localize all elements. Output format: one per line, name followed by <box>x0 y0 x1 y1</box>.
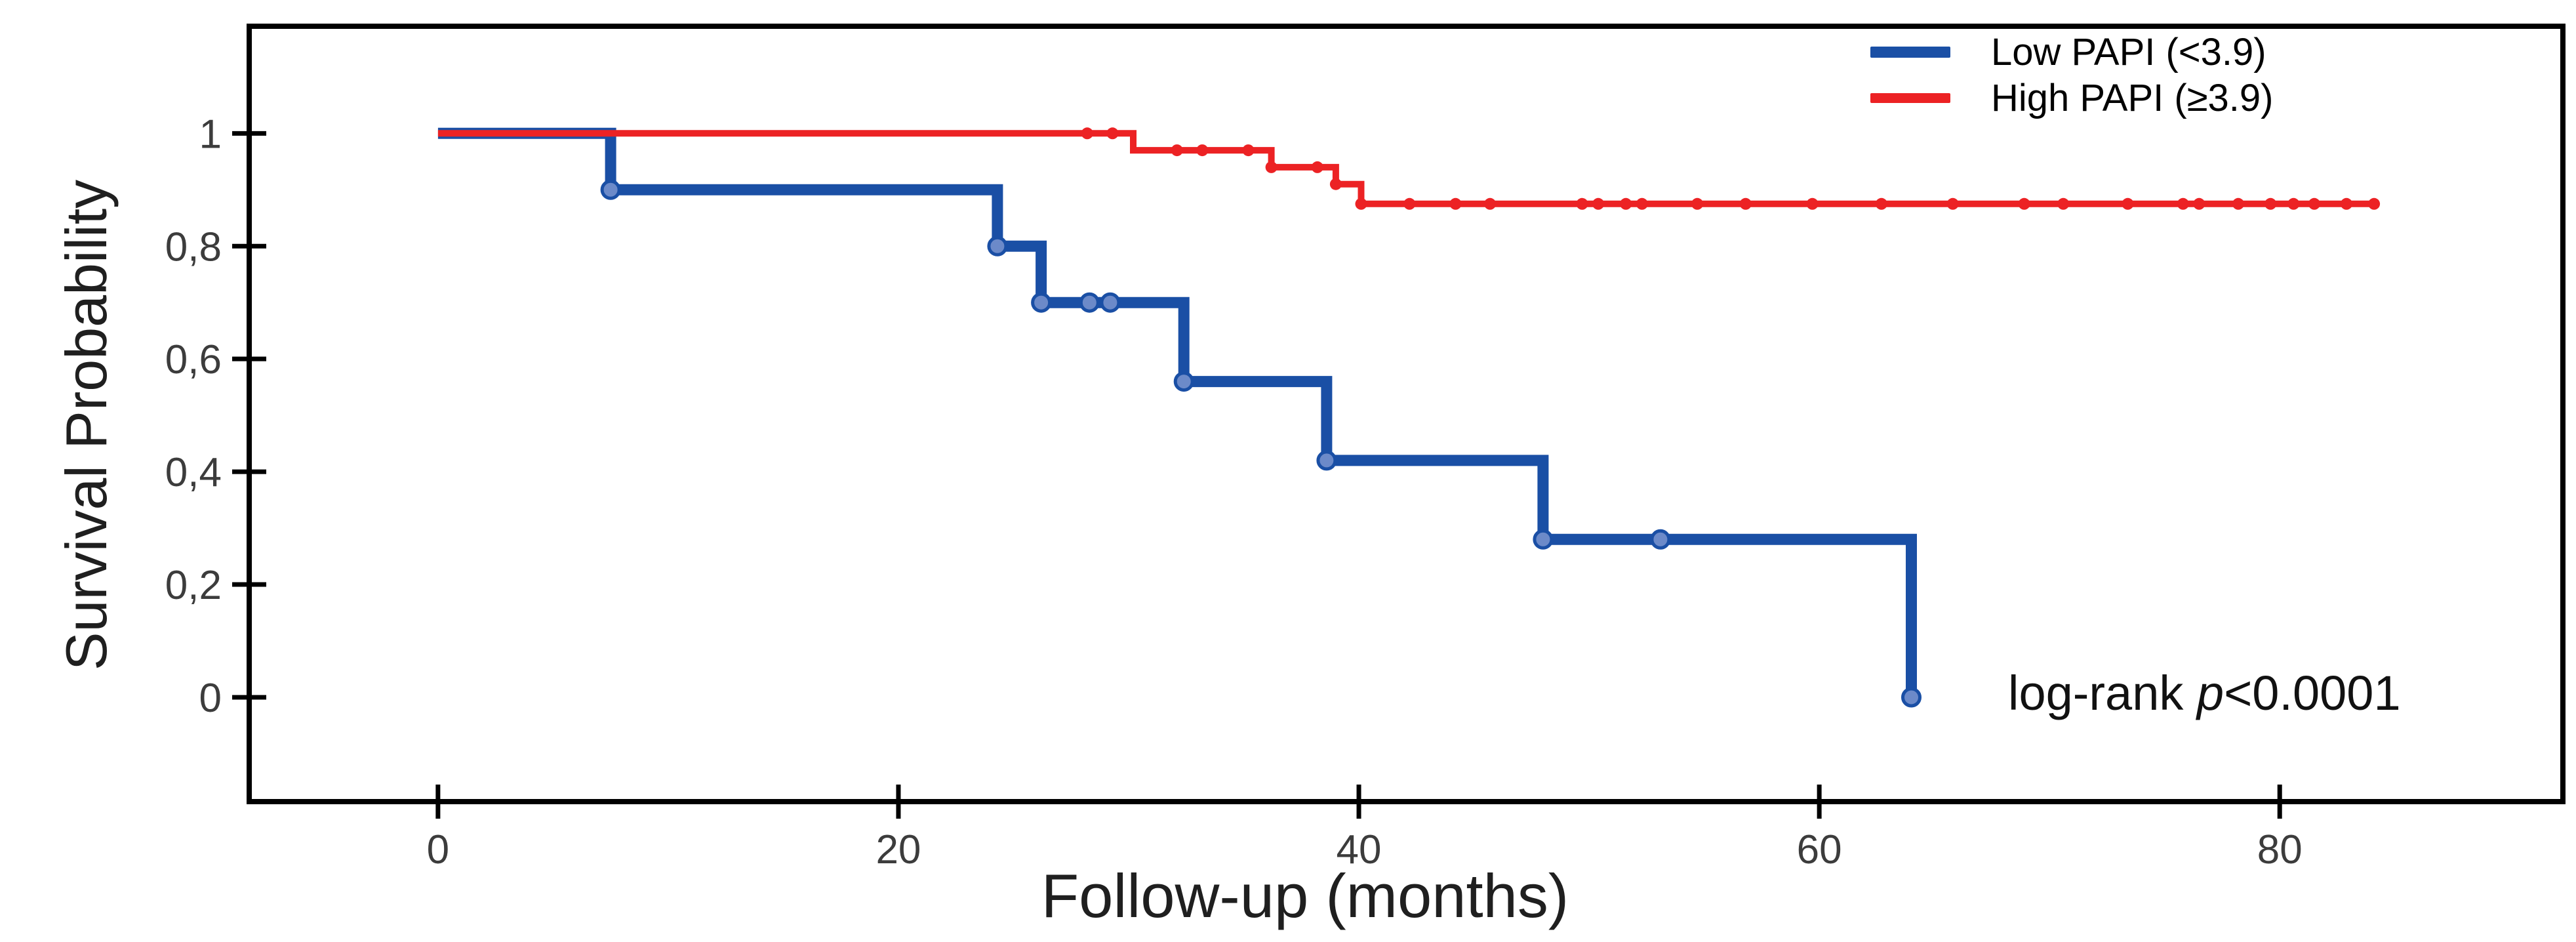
logrank-annotation: log-rank p<0.0001 <box>2008 665 2401 721</box>
censor-marker-high-papi <box>1739 197 1752 210</box>
censor-marker-high-papi <box>1449 197 1462 210</box>
censor-marker-low-papi <box>1100 292 1121 313</box>
legend-swatch-high-papi-icon <box>1870 92 1950 103</box>
censor-marker-high-papi <box>2368 197 2381 210</box>
logrank-p-symbol: p <box>2196 666 2224 720</box>
censor-marker-high-papi <box>2232 197 2244 210</box>
censor-marker-high-papi <box>2122 197 2134 210</box>
legend-item-low-papi: Low PAPI (<3.9) <box>1870 29 2273 75</box>
censor-marker-high-papi <box>1196 144 1209 157</box>
x-tick-label: 0 <box>427 827 449 872</box>
y-tick-label: 0,2 <box>165 563 222 608</box>
censor-marker-high-papi <box>1484 197 1497 210</box>
censor-marker-high-papi <box>1592 197 1605 210</box>
censor-marker-low-papi <box>1173 371 1194 392</box>
censor-marker-high-papi <box>2193 197 2205 210</box>
x-tick-label: 60 <box>1797 827 1842 872</box>
censor-marker-low-papi <box>1901 687 1922 708</box>
censor-marker-low-papi <box>987 236 1008 256</box>
censor-marker-low-papi <box>1533 529 1554 550</box>
censor-marker-low-papi <box>1031 292 1052 313</box>
y-tick-label: 0,6 <box>165 337 222 382</box>
legend: Low PAPI (<3.9) High PAPI (≥3.9) <box>1870 29 2273 121</box>
y-tick-label: 0 <box>199 676 222 721</box>
logrank-value: <0.0001 <box>2224 666 2401 720</box>
censor-marker-high-papi <box>1806 197 1819 210</box>
series-line-low-papi <box>437 127 1917 697</box>
y-axis-title: Survival Probability <box>54 179 119 671</box>
censor-marker-high-papi <box>1081 127 1093 140</box>
y-tick-label: 0,4 <box>165 450 222 495</box>
censor-marker-low-papi <box>1316 450 1337 471</box>
censor-marker-high-papi <box>1576 197 1588 210</box>
censor-marker-high-papi <box>1403 197 1416 210</box>
censor-marker-low-papi <box>1079 292 1100 313</box>
censor-marker-high-papi <box>2057 197 2070 210</box>
censor-marker-high-papi <box>1875 197 1887 210</box>
censor-marker-high-papi <box>1355 197 1367 210</box>
censor-marker-high-papi <box>1265 161 1278 173</box>
x-tick-label: 20 <box>875 827 921 872</box>
censor-marker-high-papi <box>2177 197 2189 210</box>
censor-marker-high-papi <box>1636 197 1648 210</box>
legend-label-low-papi: Low PAPI (<3.9) <box>1991 30 2266 73</box>
logrank-prefix: log-rank <box>2008 666 2197 720</box>
censor-marker-high-papi <box>2264 197 2277 210</box>
x-tick-label: 40 <box>1337 827 1382 872</box>
censor-marker-high-papi <box>2287 197 2300 210</box>
censor-marker-high-papi <box>1311 161 1323 173</box>
censor-marker-high-papi <box>1329 178 1342 190</box>
censor-marker-high-papi <box>1946 197 1959 210</box>
y-tick-label: 1 <box>199 112 222 157</box>
plot-border <box>247 24 2566 804</box>
censor-marker-low-papi <box>600 179 621 200</box>
x-axis-title: Follow-up (months) <box>1041 861 1569 930</box>
censor-marker-high-papi <box>2308 197 2320 210</box>
legend-item-high-papi: High PAPI (≥3.9) <box>1870 75 2273 121</box>
x-tick-label: 80 <box>2257 827 2303 872</box>
series-line-high-papi <box>437 130 2379 207</box>
censor-marker-high-papi <box>1691 197 1704 210</box>
censor-marker-high-papi <box>2341 197 2352 210</box>
censor-marker-high-papi <box>1171 144 1183 157</box>
censor-marker-low-papi <box>1650 529 1671 550</box>
y-tick-label: 0,8 <box>165 224 222 270</box>
censor-marker-high-papi <box>2018 197 2030 210</box>
censor-marker-high-papi <box>1242 144 1255 157</box>
censor-marker-high-papi <box>1106 127 1119 140</box>
censor-marker-high-papi <box>1620 197 1632 210</box>
legend-label-high-papi: High PAPI (≥3.9) <box>1991 76 2274 119</box>
legend-swatch-low-papi-icon <box>1870 46 1950 58</box>
